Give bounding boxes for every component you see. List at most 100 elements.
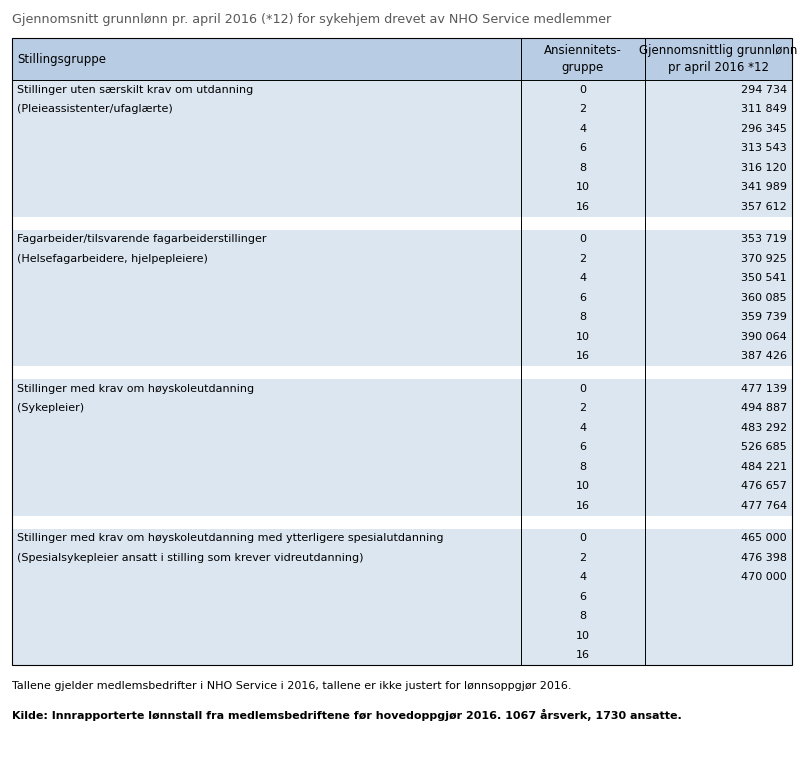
Text: Gjennomsnitt grunnlønn pr. april 2016 (*12) for sykehjem drevet av NHO Service m: Gjennomsnitt grunnlønn pr. april 2016 (*…	[12, 13, 610, 26]
Text: 2: 2	[579, 254, 586, 264]
Bar	[12, 38, 791, 665]
Bar	[12, 38, 791, 80]
Text: 6: 6	[579, 442, 585, 452]
Bar	[12, 418, 791, 437]
Text: 526 685: 526 685	[740, 442, 786, 452]
Bar	[12, 646, 791, 665]
Text: Gjennomsnittlig grunnlønn: Gjennomsnittlig grunnlønn	[638, 44, 797, 57]
Bar	[12, 158, 791, 177]
Text: 16: 16	[575, 650, 589, 661]
Text: 0: 0	[579, 384, 585, 394]
Text: 477 764: 477 764	[740, 501, 786, 510]
Text: 10: 10	[575, 331, 589, 342]
Bar	[12, 249, 791, 268]
Bar	[12, 587, 791, 607]
Bar	[12, 307, 791, 327]
Text: 10: 10	[575, 631, 589, 641]
Text: 2: 2	[579, 104, 586, 114]
Bar	[12, 437, 791, 457]
Text: Ansiennitets-: Ansiennitets-	[544, 44, 622, 57]
Text: gruppe: gruppe	[561, 61, 603, 74]
Text: 8: 8	[579, 312, 586, 322]
Text: 8: 8	[579, 612, 586, 622]
Text: 470 000: 470 000	[740, 573, 786, 582]
Text: 494 887: 494 887	[740, 403, 786, 413]
Text: (Sykepleier): (Sykepleier)	[17, 403, 84, 413]
Bar	[12, 177, 791, 197]
Bar	[12, 216, 791, 230]
Bar	[12, 528, 791, 548]
Bar	[12, 100, 791, 119]
Text: 6: 6	[579, 143, 585, 153]
Bar	[12, 366, 791, 379]
Text: (Spesialsykepleier ansatt i stilling som krever vidreutdanning): (Spesialsykepleier ansatt i stilling som…	[17, 552, 363, 562]
Text: 476 398: 476 398	[740, 552, 786, 562]
Text: 6: 6	[579, 293, 585, 303]
Text: Stillinger uten særskilt krav om utdanning: Stillinger uten særskilt krav om utdanni…	[17, 85, 253, 95]
Text: 294 734: 294 734	[740, 85, 786, 95]
Bar	[12, 607, 791, 626]
Text: 0: 0	[579, 533, 585, 543]
Text: 8: 8	[579, 462, 586, 471]
Bar	[12, 398, 791, 418]
Text: 4: 4	[579, 422, 586, 433]
Text: 8: 8	[579, 163, 586, 173]
Bar	[12, 119, 791, 138]
Text: 0: 0	[579, 234, 585, 244]
Text: 10: 10	[575, 182, 589, 192]
Bar	[12, 346, 791, 366]
Bar	[12, 327, 791, 346]
Text: 10: 10	[575, 482, 589, 491]
Text: Kilde: Innrapporterte lønnstall fra medlemsbedriftene før hovedoppgjør 2016. 106: Kilde: Innrapporterte lønnstall fra medl…	[12, 709, 681, 721]
Text: 2: 2	[579, 552, 586, 562]
Bar	[12, 476, 791, 496]
Text: 311 849: 311 849	[740, 104, 786, 114]
Text: 476 657: 476 657	[740, 482, 786, 491]
Text: 387 426: 387 426	[740, 351, 786, 361]
Text: Stillingsgruppe: Stillingsgruppe	[17, 52, 106, 65]
Bar	[12, 496, 791, 516]
Text: 390 064: 390 064	[740, 331, 786, 342]
Text: 16: 16	[575, 351, 589, 361]
Bar	[12, 230, 791, 249]
Text: 370 925: 370 925	[740, 254, 786, 264]
Bar	[12, 80, 791, 100]
Text: 353 719: 353 719	[740, 234, 786, 244]
Bar	[12, 268, 791, 288]
Bar	[12, 626, 791, 646]
Text: 484 221: 484 221	[740, 462, 786, 471]
Text: Fagarbeider/tilsvarende fagarbeiderstillinger: Fagarbeider/tilsvarende fagarbeiderstill…	[17, 234, 266, 244]
Text: 357 612: 357 612	[740, 202, 786, 212]
Text: pr april 2016 *12: pr april 2016 *12	[667, 61, 768, 74]
Text: Tallene gjelder medlemsbedrifter i NHO Service i 2016, tallene er ikke justert f: Tallene gjelder medlemsbedrifter i NHO S…	[12, 681, 571, 691]
Text: Stillinger med krav om høyskoleutdanning med ytterligere spesialutdanning: Stillinger med krav om høyskoleutdanning…	[17, 533, 443, 543]
Text: 4: 4	[579, 124, 586, 134]
Bar	[12, 548, 791, 567]
Text: 2: 2	[579, 403, 586, 413]
Text: Stillinger med krav om høyskoleutdanning: Stillinger med krav om høyskoleutdanning	[17, 384, 254, 394]
Text: (Pleieassistenter/ufaglærte): (Pleieassistenter/ufaglærte)	[17, 104, 173, 114]
Text: 16: 16	[575, 501, 589, 510]
Text: 0: 0	[579, 85, 585, 95]
Text: 483 292: 483 292	[740, 422, 786, 433]
Text: 4: 4	[579, 273, 586, 283]
Bar	[12, 197, 791, 216]
Text: 465 000: 465 000	[740, 533, 786, 543]
Text: 477 139: 477 139	[740, 384, 786, 394]
Text: 316 120: 316 120	[740, 163, 786, 173]
Bar	[12, 138, 791, 158]
Text: (Helsefagarbeidere, hjelpepleiere): (Helsefagarbeidere, hjelpepleiere)	[17, 254, 208, 264]
Text: 359 739: 359 739	[740, 312, 786, 322]
Bar	[12, 288, 791, 307]
Text: 296 345: 296 345	[740, 124, 786, 134]
Text: 4: 4	[579, 573, 586, 582]
Text: 360 085: 360 085	[740, 293, 786, 303]
Bar	[12, 516, 791, 528]
Text: 6: 6	[579, 592, 585, 601]
Text: 350 541: 350 541	[740, 273, 786, 283]
Text: 341 989: 341 989	[740, 182, 786, 192]
Text: 313 543: 313 543	[740, 143, 786, 153]
Bar	[12, 457, 791, 476]
Bar	[12, 567, 791, 587]
Bar	[12, 379, 791, 398]
